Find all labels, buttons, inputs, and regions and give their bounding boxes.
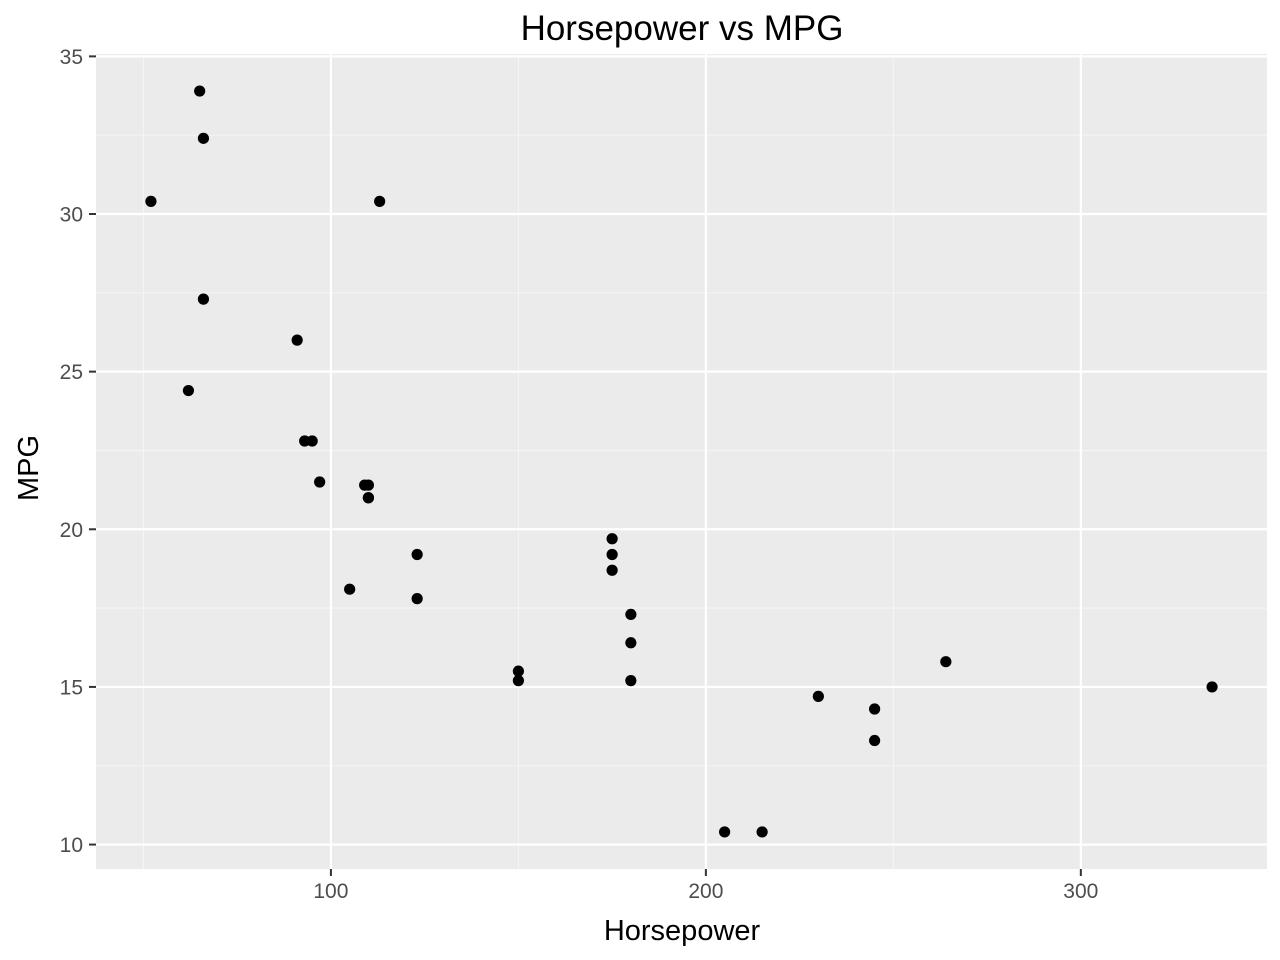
- data-point: [756, 826, 768, 838]
- data-point: [625, 675, 637, 687]
- x-tick-label: 300: [1063, 880, 1098, 903]
- data-point: [197, 132, 210, 144]
- data-point: [812, 690, 824, 702]
- y-axis-title: MPG: [13, 435, 45, 501]
- x-tick-label: 200: [688, 880, 723, 903]
- major-gridlines: [96, 54, 1267, 869]
- data-point: [359, 479, 371, 491]
- y-axis: 10 15 20 25 30 35: [60, 46, 96, 857]
- data-point: [411, 548, 423, 561]
- y-tick-label: 25: [60, 361, 83, 384]
- data-point: [719, 826, 731, 838]
- minor-gridlines: [96, 54, 1267, 869]
- y-tick-label: 30: [60, 204, 83, 227]
- data-point: [374, 195, 386, 207]
- y-tick-label: 10: [60, 834, 83, 857]
- data-point: [197, 293, 210, 305]
- x-axis-title: Horsepower: [604, 915, 761, 947]
- data-point: [606, 564, 618, 576]
- data-point: [1206, 681, 1218, 693]
- data-point: [940, 656, 952, 668]
- data-point: [512, 675, 524, 687]
- data-point: [411, 593, 423, 605]
- x-tick-label: 100: [313, 880, 348, 903]
- data-point: [145, 195, 157, 207]
- data-point: [606, 533, 618, 545]
- data-point: [306, 435, 318, 447]
- data-point: [869, 734, 881, 747]
- y-tick-label: 15: [60, 676, 83, 699]
- data-point: [291, 334, 303, 346]
- data-point: [182, 384, 195, 397]
- x-axis: 100 200 300: [313, 869, 1098, 903]
- data-point: [194, 85, 206, 97]
- data-points: [145, 85, 1218, 838]
- y-tick-label: 35: [60, 46, 83, 69]
- data-point: [625, 608, 637, 621]
- data-point: [362, 492, 375, 504]
- data-point: [869, 703, 881, 715]
- y-tick-label: 20: [60, 519, 83, 542]
- chart-title: Horsepower vs MPG: [521, 9, 844, 48]
- data-point: [625, 637, 637, 649]
- data-point: [314, 476, 326, 488]
- data-point: [606, 548, 618, 561]
- data-point: [344, 583, 356, 595]
- plot-panel: [96, 54, 1267, 869]
- data-point: [512, 665, 524, 677]
